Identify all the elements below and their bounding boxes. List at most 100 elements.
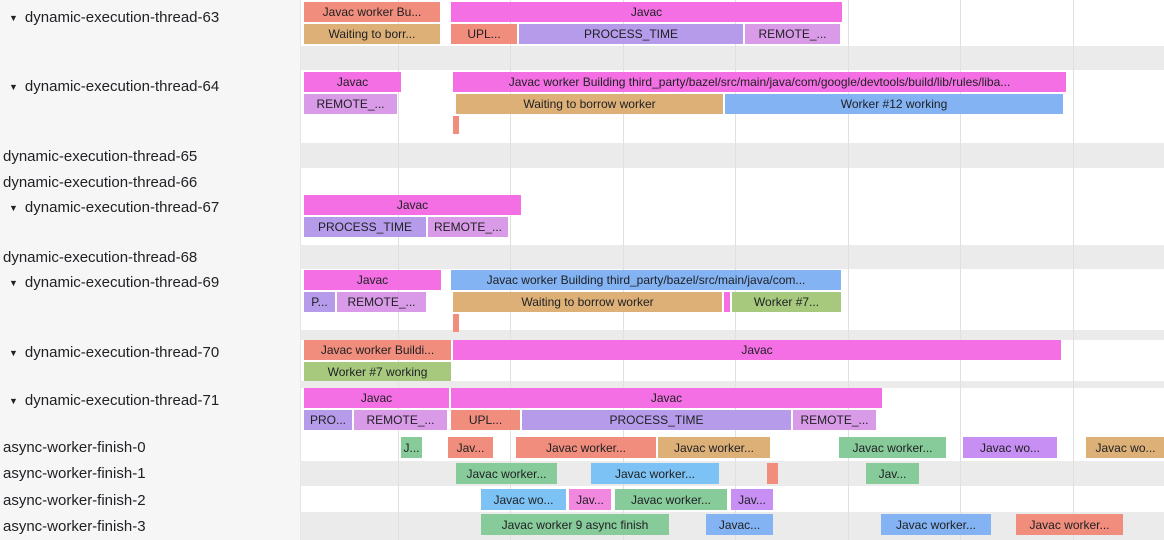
timeline-event-bar[interactable]: Jav... [731,489,773,510]
timeline-event-bar[interactable]: Javac worker... [839,437,946,458]
timeline-event-bar[interactable]: Javac wo... [481,489,566,510]
timeline-event-bar[interactable]: Javac wo... [963,437,1057,458]
timeline-event-bar[interactable]: Javac worker... [516,437,656,458]
timeline-event-bar[interactable]: Javac worker Bu... [304,2,440,22]
timeline-event-bar[interactable]: Worker #7 working [304,362,451,381]
event-bar-label: Javac [396,198,429,212]
sidebar-item-dynamic-execution-thread-68[interactable]: dynamic-execution-thread-68 [0,246,197,268]
timeline-event-bar[interactable]: Jav... [569,489,611,510]
event-bar-label: Javac [360,391,393,405]
sidebar-item-async-worker-finish-1[interactable]: async-worker-finish-1 [0,462,146,484]
timeline-event-bar[interactable]: Javac [304,72,401,92]
row-band [301,245,1164,269]
timeline-event-bar[interactable]: Javac worker Buildi... [304,340,451,360]
timeline-event-tick[interactable] [724,292,730,312]
sidebar-item-dynamic-execution-thread-70[interactable]: ▼ dynamic-execution-thread-70 [0,341,219,363]
timeline-event-bar[interactable]: UPL... [451,24,517,44]
sidebar-item-async-worker-finish-3[interactable]: async-worker-finish-3 [0,515,146,537]
event-bar-label: Javac worker Buildi... [320,343,435,357]
expand-triangle-icon[interactable]: ▼ [9,347,18,358]
timeline-canvas[interactable]: Javac worker Bu... Javac Waiting to borr..… [300,0,1164,540]
timeline-event-bar[interactable]: Javac [453,340,1061,360]
thread-name-label: dynamic-execution-thread-71 [24,391,220,409]
event-bar-label: REMOTE_... [433,220,502,234]
sidebar-item-async-worker-finish-2[interactable]: async-worker-finish-2 [0,489,146,511]
time-gridline [1073,0,1074,540]
sidebar-item-dynamic-execution-thread-69[interactable]: ▼ dynamic-execution-thread-69 [0,271,219,293]
thread-name-label: dynamic-execution-thread-65 [3,147,198,165]
timeline-event-bar[interactable]: REMOTE_... [337,292,426,312]
timeline-event-bar[interactable]: UPL... [451,410,520,430]
timeline-event-bar[interactable]: REMOTE_... [428,217,508,237]
sidebar-item-dynamic-execution-thread-67[interactable]: ▼ dynamic-execution-thread-67 [0,196,219,218]
event-bar-label: Javac [630,5,663,19]
timeline-event-bar[interactable]: Worker #12 working [725,94,1063,114]
timeline-event-bar[interactable]: Javac... [706,514,773,535]
expand-triangle-icon[interactable]: ▼ [9,81,18,92]
expand-triangle-icon[interactable]: ▼ [9,12,18,23]
timeline-event-bar[interactable]: Javac [451,388,882,408]
timeline-event-bar[interactable]: REMOTE_... [793,410,876,430]
event-bar-label: Jav... [738,492,766,507]
event-bar-label: REMOTE_... [800,413,869,427]
timeline-event-bar[interactable]: Waiting to borr... [304,24,440,44]
timeline-event-bar[interactable]: Waiting to borrow worker [456,94,723,114]
timeline-event-bar[interactable]: REMOTE_... [304,94,397,114]
expand-triangle-icon[interactable]: ▼ [9,395,18,406]
timeline-event-bar[interactable]: REMOTE_... [354,410,447,430]
expand-triangle-icon[interactable]: ▼ [9,202,18,213]
timeline-event-bar[interactable]: Javac worker... [1016,514,1123,535]
timeline-event-bar[interactable]: Javac [304,388,449,408]
event-bar-label: PROCESS_TIME [609,413,704,427]
timeline-event-bar[interactable]: Jav... [866,463,919,484]
timeline-event-bar[interactable]: Javac worker... [456,463,557,484]
timeline-event-bar[interactable]: PROCESS_TIME [304,217,426,237]
sidebar-item-dynamic-execution-thread-63[interactable]: ▼ dynamic-execution-thread-63 [0,6,219,28]
row-band [301,46,1164,70]
timeline-event-tick[interactable] [767,463,778,484]
event-bar-label: Worker #7 working [327,364,428,379]
timeline-event-bar[interactable]: PRO... [304,410,352,430]
timeline-event-bar[interactable]: J... [401,437,422,458]
timeline-event-tick[interactable] [453,314,459,332]
timeline-event-bar[interactable]: Jav... [448,437,493,458]
timeline-event-bar[interactable]: Javac [304,270,441,290]
timeline-event-bar[interactable]: Javac worker 9 async finish [481,514,669,535]
event-bar-label: Javac worker Building third_party/bazel/… [486,273,806,287]
thread-name-label: dynamic-execution-thread-64 [24,77,220,95]
timeline-event-bar[interactable]: Javac worker... [881,514,991,535]
event-bar-label: Javac worker... [614,466,696,481]
thread-name-label: async-worker-finish-2 [3,491,146,509]
thread-name-label: dynamic-execution-thread-63 [24,8,220,26]
timeline-event-bar[interactable]: Javac [451,2,842,22]
expand-triangle-icon[interactable]: ▼ [9,277,18,288]
timeline-event-bar[interactable]: Javac worker... [615,489,727,510]
timeline-event-bar[interactable]: Javac worker... [658,437,770,458]
event-bar-label: Javac... [718,517,761,532]
timeline-event-tick[interactable] [453,116,459,134]
sidebar-item-dynamic-execution-thread-65[interactable]: dynamic-execution-thread-65 [0,145,197,167]
event-bar-label: Javac worker... [630,492,712,507]
timeline-event-bar[interactable]: Javac wo... [1086,437,1164,458]
timeline-event-bar[interactable]: Worker #7... [732,292,841,312]
timeline-event-bar[interactable]: Javac worker... [591,463,719,484]
row-band [301,143,1164,168]
timeline-event-bar[interactable]: Waiting to borrow worker [453,292,722,312]
sidebar-item-dynamic-execution-thread-66[interactable]: dynamic-execution-thread-66 [0,171,197,193]
timeline-event-bar[interactable]: Javac worker Building third_party/bazel/… [453,72,1066,92]
event-bar-label: Javac wo... [979,440,1041,455]
event-bar-label: Javac wo... [1095,440,1156,455]
timeline-event-bar[interactable]: REMOTE_... [745,24,840,44]
thread-name-label: async-worker-finish-1 [3,464,146,482]
sidebar-item-async-worker-finish-0[interactable]: async-worker-finish-0 [0,436,146,458]
timeline-event-bar[interactable]: Javac [304,195,521,215]
timeline-event-bar[interactable]: PROCESS_TIME [519,24,743,44]
sidebar-item-dynamic-execution-thread-71[interactable]: ▼ dynamic-execution-thread-71 [0,389,219,411]
timeline-event-bar[interactable]: P... [304,292,335,312]
sidebar-item-dynamic-execution-thread-64[interactable]: ▼ dynamic-execution-thread-64 [0,75,219,97]
event-bar-label: J... [403,440,420,455]
timeline-event-bar[interactable]: Javac worker Building third_party/bazel/… [451,270,841,290]
event-bar-label: Jav... [456,440,485,455]
timeline-event-bar[interactable]: PROCESS_TIME [522,410,791,430]
